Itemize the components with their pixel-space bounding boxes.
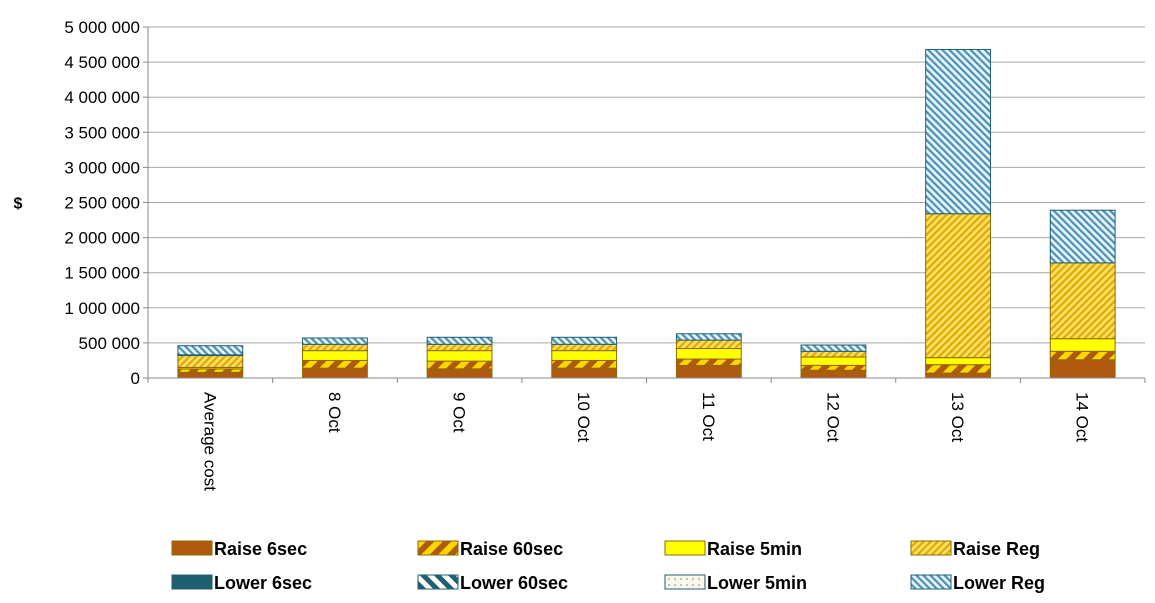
legend-swatch-lower-6sec [171, 574, 213, 590]
legend: Raise 6sec Raise 60sec Raise 5min Raise Reg… [171, 539, 1045, 593]
x-axis: Average cost 8 Oct 9 Oct 10 Oct 11 Oct 12 Oct… [147, 377, 1146, 491]
bar-raise-60sec-8-oct [302, 359, 368, 369]
legend-label-raise-reg: Raise Reg [953, 539, 1040, 559]
bar-raise-60sec-average-cost [177, 368, 244, 373]
bar-raise-5min-10-oct [551, 350, 618, 361]
bar-raise-6sec-11-oct [675, 364, 742, 379]
bar-raise-5min-12-oct [800, 356, 867, 366]
bar-raise-reg-8-oct [302, 343, 368, 352]
bar-raise-reg-average-cost [177, 355, 244, 368]
bars [177, 48, 1116, 379]
gridlines [148, 26, 1145, 344]
bar-raise-reg-13-oct [925, 213, 991, 359]
legend-swatch-lower-60sec [417, 574, 459, 590]
bar-raise-6sec-9-oct [426, 368, 493, 379]
bar-lower-reg-11-oct [675, 333, 742, 341]
x-tick-label: Average cost [200, 392, 219, 491]
bar-raise-6sec-average-cost [177, 371, 244, 379]
x-tick-label: 9 Oct [450, 392, 469, 433]
bar-raise-reg-11-oct [675, 339, 742, 350]
legend-swatch-raise-reg [910, 540, 952, 556]
y-tick-label: 3 500 000 [64, 123, 140, 142]
bar-raise-60sec-14-oct [1049, 350, 1116, 361]
bar-raise-reg-9-oct [426, 343, 493, 352]
legend-swatch-raise-6sec [171, 540, 213, 556]
bar-raise-60sec-11-oct [675, 358, 742, 366]
legend-label-lower-5min: Lower 5min [707, 573, 807, 593]
bar-raise-5min-11-oct [675, 348, 742, 360]
legend-swatch-raise-60sec [417, 540, 459, 556]
bar-raise-6sec-8-oct [302, 367, 368, 379]
bar-lower-reg-average-cost [177, 345, 244, 356]
bar-raise-5min-14-oct [1049, 338, 1116, 352]
legend-label-lower-6sec: Lower 6sec [214, 573, 312, 593]
y-axis-title: $ [14, 196, 23, 213]
y-tick-label: 0 [131, 369, 140, 388]
legend-swatch-lower-5min [664, 574, 706, 590]
bar-lower-reg-10-oct [551, 336, 618, 345]
bar-raise-60sec-12-oct [800, 364, 867, 371]
bar-raise-5min-9-oct [426, 350, 493, 362]
bar-lower-reg-9-oct [426, 336, 493, 345]
x-tick-label: 11 Oct [699, 392, 718, 441]
legend-label-raise-5min: Raise 5min [707, 539, 802, 559]
x-tick-label: 10 Oct [574, 392, 593, 442]
y-tick-label: 1 500 000 [64, 264, 140, 283]
legend-label-raise-6sec: Raise 6sec [214, 539, 307, 559]
bar-raise-reg-12-oct [800, 350, 867, 358]
y-axis: 0 500 000 1 000 000 1 500 000 2 000 000 2 500… [64, 18, 149, 388]
y-tick-label: 5 000 000 [64, 18, 140, 37]
bar-raise-5min-13-oct [925, 357, 991, 366]
bar-lower-reg-12-oct [800, 344, 867, 352]
legend-label-raise-60sec: Raise 60sec [460, 539, 563, 559]
legend-label-lower-60sec: Lower 60sec [460, 573, 568, 593]
bar-raise-6sec-13-oct [925, 372, 991, 379]
y-tick-label: 2 000 000 [64, 229, 140, 248]
bar-raise-reg-10-oct [551, 343, 618, 352]
y-tick-label: 500 000 [79, 334, 140, 353]
bar-raise-60sec-10-oct [551, 359, 618, 369]
bar-raise-60sec-9-oct [426, 360, 493, 370]
y-tick-label: 4 500 000 [64, 53, 140, 72]
y-tick-label: 3 000 000 [64, 158, 140, 177]
bar-lower-reg-13-oct [925, 48, 991, 215]
bar-raise-5min-8-oct [302, 350, 368, 361]
bar-raise-reg-14-oct [1049, 262, 1116, 340]
y-tick-label: 2 500 000 [64, 194, 140, 213]
bar-raise-60sec-13-oct [925, 364, 991, 374]
bar-raise-6sec-12-oct [800, 369, 867, 379]
bar-raise-6sec-14-oct [1049, 359, 1116, 379]
bar-raise-6sec-10-oct [551, 367, 618, 379]
x-tick-label: 8 Oct [325, 392, 344, 433]
legend-swatch-raise-5min [664, 540, 706, 556]
y-tick-label: 4 000 000 [64, 88, 140, 107]
legend-swatch-lower-reg [910, 574, 952, 590]
bar-lower-reg-8-oct [302, 337, 368, 345]
y-tick-label: 1 000 000 [64, 299, 140, 318]
x-tick-label: 12 Oct [823, 392, 842, 442]
bar-lower-reg-14-oct [1049, 209, 1116, 264]
legend-label-lower-reg: Lower Reg [953, 573, 1045, 593]
x-tick-label: 14 Oct [1073, 392, 1092, 442]
x-tick-label: 13 Oct [948, 392, 967, 442]
